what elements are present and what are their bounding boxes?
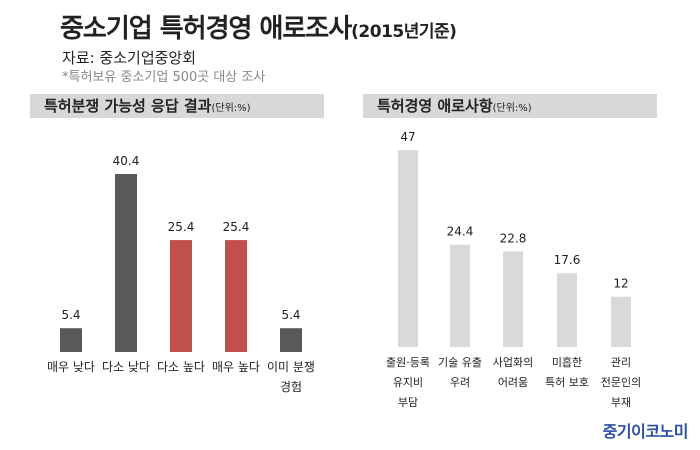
chart2-bar-4 xyxy=(611,296,631,347)
footnote-text: *특허보유 중소기업 500곳 대상 조사 xyxy=(62,70,266,85)
chart2-value-label-4: 12 xyxy=(613,277,628,291)
source-text: 자료: 중소기업중앙회 xyxy=(62,49,197,67)
chart2-bar-1 xyxy=(450,244,470,347)
chart1-category-label-3-0: 매우 높다 xyxy=(212,360,260,374)
chart1-bar-4 xyxy=(280,328,302,352)
chart1-value-label-0: 5.4 xyxy=(61,308,80,322)
brand-logo: 중기이코노미 xyxy=(602,422,689,441)
chart2-category-label-2-0: 사업화의 xyxy=(493,356,533,369)
chart1-category-label-4-0: 이미 분쟁 xyxy=(267,360,315,374)
chart2-category-label-1-0: 기술 유출 xyxy=(438,356,482,369)
chart2-category-label-3-1: 특허 보호 xyxy=(545,376,589,389)
title-year: (2015년기준) xyxy=(351,22,457,42)
chart2-category-label-0-1: 유지비 xyxy=(393,376,423,389)
chart2-category-label-4-1: 전문인의 xyxy=(601,376,641,389)
chart1-title: 특허분쟁 가능성 응답 결과 xyxy=(44,97,212,115)
chart1-value-label-4: 5.4 xyxy=(281,308,300,322)
chart2-value-label-0: 47 xyxy=(400,130,415,144)
chart1-unit: (단위:%) xyxy=(211,103,251,114)
chart1-bar-0 xyxy=(60,328,82,352)
chart2-value-label-3: 17.6 xyxy=(554,253,581,267)
chart2-unit: (단위:%) xyxy=(492,103,532,114)
chart2-category-label-4-0: 관리 xyxy=(611,356,631,369)
chart1-bar-1 xyxy=(115,174,137,352)
chart2-value-label-1: 24.4 xyxy=(447,225,474,239)
chart2-bar-3 xyxy=(557,273,577,347)
chart1-bar-2 xyxy=(170,240,192,352)
title-main: 중소기업 특허경영 애로조사 xyxy=(60,14,352,44)
chart2-header: 특허경영 애로사항(단위:%) xyxy=(363,94,657,118)
chart1-value-label-1: 40.4 xyxy=(113,154,140,168)
chart1-header: 특허분쟁 가능성 응답 결과(단위:%) xyxy=(30,94,324,118)
chart2-category-label-2-1: 어려움 xyxy=(498,376,528,389)
chart2-bar-2 xyxy=(503,251,523,347)
chart2-title: 특허경영 애로사항 xyxy=(377,97,493,115)
chart1-category-label-4-1: 경험 xyxy=(280,380,302,394)
chart1-category-label-0-0: 매우 낮다 xyxy=(47,360,95,374)
chart2-category-label-0-0: 출원·등록 xyxy=(386,356,430,369)
page-title: 중소기업 특허경영 애로조사(2015년기준) xyxy=(60,8,457,45)
chart1-value-label-2: 25.4 xyxy=(168,220,195,234)
chart1-category-label-2-0: 다소 높다 xyxy=(157,360,205,374)
chart2-value-label-2: 22.8 xyxy=(500,231,527,245)
chart2-category-label-3-0: 미흡한 xyxy=(552,355,582,369)
chart2-category-label-0-2: 부담 xyxy=(398,396,418,409)
chart2-category-label-4-2: 부재 xyxy=(611,396,631,409)
chart2-category-label-1-1: 우려 xyxy=(450,376,470,389)
chart1-value-label-3: 25.4 xyxy=(223,220,250,234)
chart1-bar-3 xyxy=(225,240,247,352)
chart2-bar-0 xyxy=(398,150,418,347)
chart1-category-label-1-0: 다소 낮다 xyxy=(102,360,150,374)
